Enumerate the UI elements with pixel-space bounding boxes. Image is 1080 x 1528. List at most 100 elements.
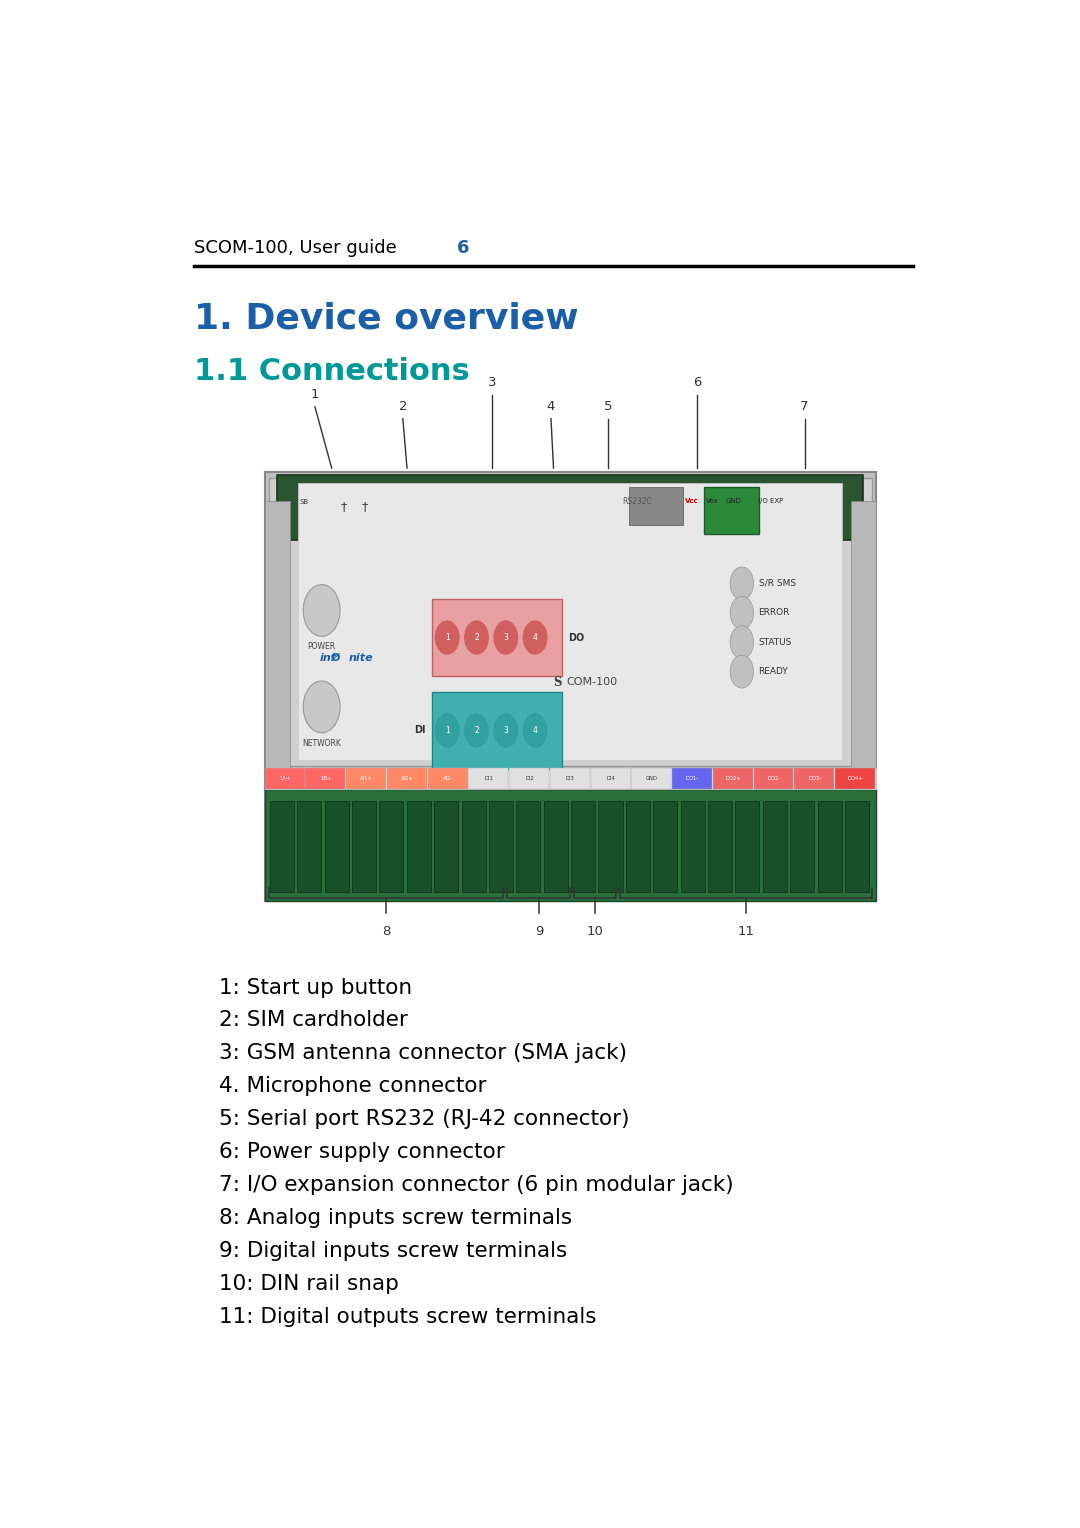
Text: ERROR: ERROR [758,608,789,617]
Circle shape [464,620,488,654]
Text: 1: Start up button: 1: Start up button [218,978,411,998]
Text: DI1: DI1 [484,776,494,781]
FancyBboxPatch shape [265,472,876,902]
FancyBboxPatch shape [432,599,562,675]
Text: GND: GND [646,776,658,781]
FancyBboxPatch shape [278,475,863,539]
FancyBboxPatch shape [265,769,876,790]
Text: 1. Device overview: 1. Device overview [193,301,578,335]
FancyBboxPatch shape [791,801,814,892]
Text: 4: 4 [532,726,538,735]
FancyBboxPatch shape [379,801,403,892]
FancyBboxPatch shape [298,483,842,759]
FancyBboxPatch shape [845,801,869,892]
FancyBboxPatch shape [598,801,622,892]
FancyBboxPatch shape [835,769,875,790]
FancyBboxPatch shape [297,801,321,892]
Text: 2: SIM cardholder: 2: SIM cardholder [218,1010,407,1030]
FancyBboxPatch shape [509,769,549,790]
Text: SB: SB [300,498,309,504]
FancyBboxPatch shape [387,769,427,790]
Text: S/R SMS: S/R SMS [758,579,796,588]
Text: Ø: Ø [332,652,340,663]
FancyBboxPatch shape [550,769,590,790]
Text: 6: 6 [693,376,702,390]
Text: Vex: Vex [706,498,719,504]
FancyBboxPatch shape [469,769,509,790]
FancyBboxPatch shape [352,801,376,892]
Text: DO: DO [568,633,584,642]
FancyBboxPatch shape [270,801,294,892]
FancyBboxPatch shape [265,769,305,790]
Circle shape [730,567,754,601]
Text: 4. Microphone connector: 4. Microphone connector [218,1076,486,1097]
FancyBboxPatch shape [269,477,872,766]
Circle shape [303,681,340,733]
Text: 8: Analog inputs screw terminals: 8: Analog inputs screw terminals [218,1209,571,1229]
FancyBboxPatch shape [306,769,346,790]
Circle shape [494,714,517,747]
Text: 1: 1 [445,726,449,735]
Circle shape [464,714,488,747]
Text: COM-100: COM-100 [566,677,617,688]
Text: S: S [553,675,562,689]
Text: STATUS: STATUS [758,637,792,646]
Text: 2: 2 [399,400,407,413]
Text: AI2-: AI2- [443,776,454,781]
Text: 5: Serial port RS232 (RJ-42 connector): 5: Serial port RS232 (RJ-42 connector) [218,1109,630,1129]
FancyBboxPatch shape [434,801,458,892]
Text: 4: 4 [532,633,538,642]
Text: DI3: DI3 [566,776,575,781]
Text: †: † [341,500,348,513]
FancyBboxPatch shape [632,769,672,790]
Text: 8: 8 [382,924,390,938]
Text: RS232C: RS232C [622,497,652,506]
Text: 7: 7 [800,400,809,413]
Text: DI: DI [414,726,426,735]
FancyBboxPatch shape [680,801,704,892]
Text: 11: Digital outputs screw terminals: 11: Digital outputs screw terminals [218,1306,596,1326]
FancyBboxPatch shape [708,801,732,892]
FancyBboxPatch shape [672,769,712,790]
Text: GND: GND [726,498,741,504]
Circle shape [524,620,546,654]
FancyBboxPatch shape [489,801,513,892]
FancyBboxPatch shape [571,801,595,892]
Circle shape [494,620,517,654]
Text: I/O EXP: I/O EXP [758,498,784,504]
FancyBboxPatch shape [325,801,349,892]
FancyBboxPatch shape [461,801,486,892]
Text: 1A+: 1A+ [280,776,291,781]
Text: 9: 9 [535,924,543,938]
Text: DO2+: DO2+ [726,776,741,781]
FancyBboxPatch shape [735,801,759,892]
Text: 6: 6 [457,240,470,258]
FancyBboxPatch shape [704,487,758,533]
FancyBboxPatch shape [432,692,562,769]
Text: 11: 11 [738,924,755,938]
Text: 2: 2 [474,726,478,735]
Circle shape [730,626,754,659]
FancyBboxPatch shape [818,801,841,892]
Text: 3: 3 [503,726,509,735]
FancyBboxPatch shape [713,769,753,790]
Text: READY: READY [758,668,788,675]
Text: Vcc: Vcc [685,498,699,504]
Circle shape [524,714,546,747]
FancyBboxPatch shape [762,801,787,892]
Text: AI1+: AI1+ [360,776,373,781]
FancyBboxPatch shape [407,801,431,892]
FancyBboxPatch shape [428,769,468,790]
Text: 7: I/O expansion connector (6 pin modular jack): 7: I/O expansion connector (6 pin modula… [218,1175,733,1195]
Text: 2: 2 [474,633,478,642]
FancyBboxPatch shape [629,487,684,524]
Text: 3: GSM antenna connector (SMA jack): 3: GSM antenna connector (SMA jack) [218,1044,626,1063]
Circle shape [730,656,754,688]
Text: nite: nite [349,652,373,663]
Circle shape [730,596,754,630]
Text: 3: 3 [503,633,509,642]
Text: 1.1 Connections: 1.1 Connections [193,358,470,387]
Text: DO2-: DO2- [767,776,781,781]
Text: inf: inf [320,652,336,663]
Text: 6: Power supply connector: 6: Power supply connector [218,1143,504,1163]
